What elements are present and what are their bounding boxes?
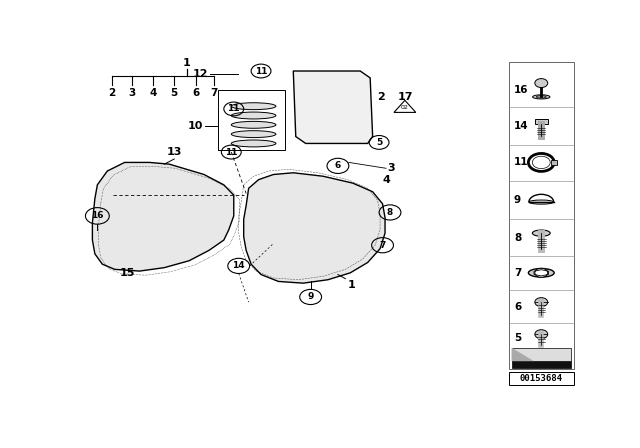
- Text: 4: 4: [383, 175, 390, 185]
- Text: 14: 14: [232, 262, 245, 271]
- Text: 11: 11: [227, 104, 240, 113]
- Ellipse shape: [231, 121, 276, 128]
- Ellipse shape: [532, 230, 550, 236]
- Text: 5: 5: [376, 138, 382, 147]
- Ellipse shape: [536, 96, 547, 98]
- Ellipse shape: [532, 95, 550, 99]
- Text: 5: 5: [171, 88, 178, 98]
- Ellipse shape: [231, 103, 276, 110]
- Text: 7: 7: [514, 268, 522, 278]
- Ellipse shape: [231, 140, 276, 147]
- Text: 12: 12: [193, 69, 208, 79]
- Ellipse shape: [231, 131, 276, 138]
- Text: 9: 9: [307, 293, 314, 302]
- Circle shape: [535, 78, 548, 87]
- Bar: [511, 361, 571, 368]
- Text: 3: 3: [388, 163, 395, 173]
- Bar: [511, 348, 571, 361]
- Text: 15: 15: [120, 267, 135, 278]
- Text: 13: 13: [166, 147, 182, 157]
- Text: 00153684: 00153684: [520, 374, 563, 383]
- Text: 11: 11: [255, 66, 268, 76]
- Text: 2: 2: [378, 92, 385, 102]
- Ellipse shape: [529, 200, 554, 204]
- Text: 02: 02: [401, 105, 409, 110]
- Polygon shape: [244, 173, 385, 283]
- Text: 2: 2: [109, 88, 116, 98]
- Text: 8: 8: [387, 208, 393, 217]
- Circle shape: [535, 330, 548, 339]
- Bar: [509, 372, 573, 385]
- Text: 17: 17: [397, 92, 413, 102]
- Text: 8: 8: [514, 233, 521, 243]
- Polygon shape: [511, 348, 534, 361]
- Circle shape: [535, 268, 548, 277]
- Text: 11: 11: [514, 157, 529, 168]
- Text: 4: 4: [150, 88, 157, 98]
- Text: 6: 6: [335, 161, 341, 170]
- Text: 6: 6: [514, 302, 521, 312]
- Text: 7: 7: [380, 241, 386, 250]
- Text: 5: 5: [514, 333, 521, 343]
- Circle shape: [535, 297, 548, 306]
- Text: 1: 1: [183, 57, 191, 68]
- Polygon shape: [92, 163, 234, 271]
- Bar: [535, 119, 548, 125]
- Text: 14: 14: [514, 121, 529, 131]
- Text: 9: 9: [514, 195, 521, 205]
- Text: 7: 7: [210, 88, 218, 98]
- Text: 3: 3: [129, 88, 136, 98]
- Ellipse shape: [231, 112, 276, 119]
- Bar: [551, 159, 557, 165]
- Text: 1: 1: [348, 280, 356, 290]
- Text: 16: 16: [514, 85, 529, 95]
- Text: 6: 6: [192, 88, 199, 98]
- Ellipse shape: [529, 268, 554, 277]
- Text: 10: 10: [188, 121, 203, 131]
- Text: 11: 11: [225, 147, 237, 156]
- Text: 16: 16: [91, 211, 104, 220]
- Bar: [509, 62, 573, 370]
- Polygon shape: [293, 71, 372, 143]
